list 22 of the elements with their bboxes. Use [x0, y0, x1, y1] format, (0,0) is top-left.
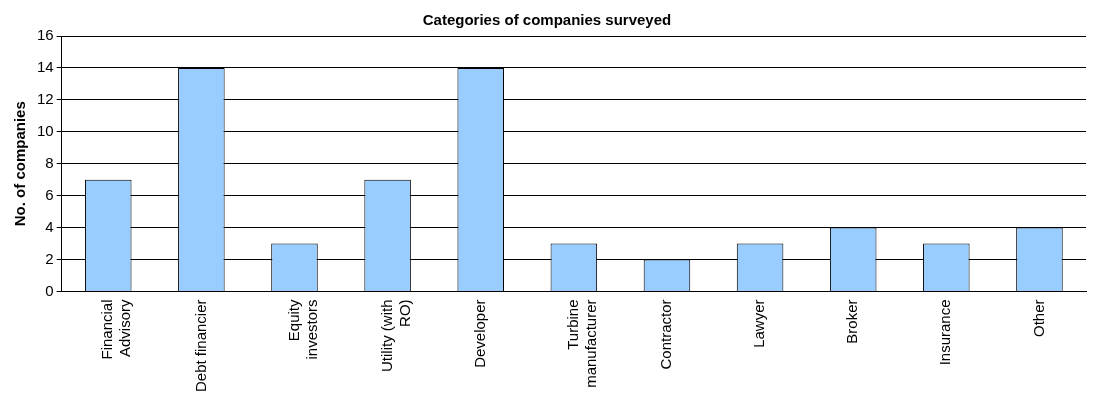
- y-tick-label: 14: [37, 58, 54, 76]
- y-tick-label: 10: [37, 121, 54, 139]
- x-tick-label: Financial Advisory: [98, 298, 134, 360]
- x-tick-label: Turbine manufacturer: [563, 299, 599, 388]
- x-tick-label: Debt financier: [191, 299, 209, 393]
- y-tick-label: 8: [45, 153, 54, 171]
- x-tick-label: Developer: [470, 299, 488, 368]
- x-tick-label: Utility (with RO): [377, 299, 413, 372]
- chart-title: Categories of companies surveyed: [422, 11, 672, 29]
- y-tick-label: 0: [45, 281, 54, 299]
- y-tick-label: 12: [37, 90, 54, 107]
- x-tick-label: Contractor: [657, 299, 675, 370]
- x-tick-label: Insurance: [936, 299, 954, 366]
- y-tick-label: 2: [45, 249, 54, 267]
- y-tick-label: 16: [37, 26, 54, 44]
- x-tick-label: Other: [1029, 299, 1047, 337]
- y-tick-label: 6: [45, 185, 54, 203]
- x-tick-label: Lawyer: [750, 299, 768, 348]
- y-tick-label: 4: [45, 217, 54, 235]
- x-tick-label: Equity investors: [284, 298, 320, 360]
- x-tick-label: Broker: [843, 299, 861, 344]
- y-axis-title: No. of companies: [11, 101, 29, 227]
